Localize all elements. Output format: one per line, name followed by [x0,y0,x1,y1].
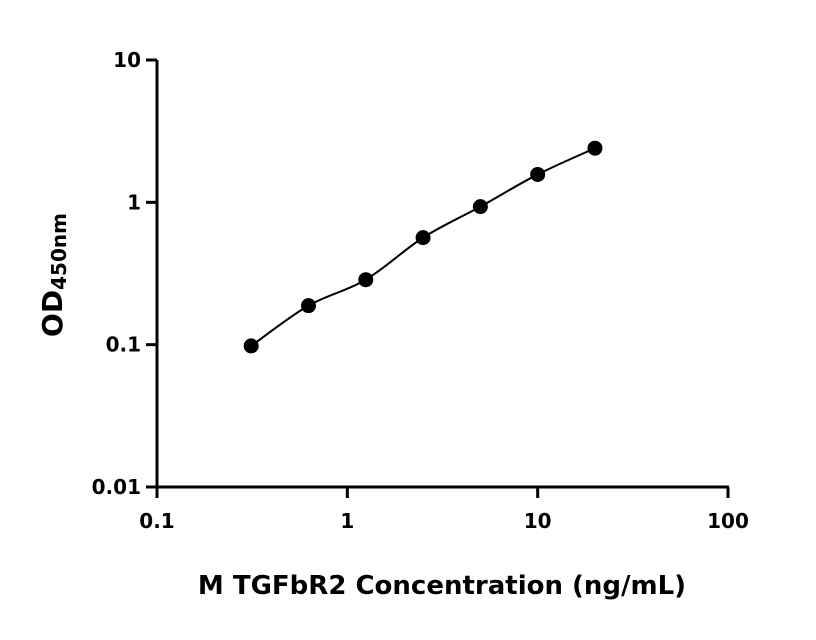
data-point [243,338,259,354]
data-point [300,298,316,314]
y-axis-label: OD450nm [36,213,71,337]
y-tick-label: 0.01 [92,475,141,499]
y-axis-label-main: OD [36,290,69,337]
x-tick-label: 0.1 [139,509,174,533]
x-axis-label: M TGFbR2 Concentration (ng/mL) [198,571,686,601]
x-tick-label: 100 [707,509,749,533]
x-tick-label: 10 [524,509,552,533]
data-point [530,166,546,182]
y-tick-label: 0.1 [106,333,141,357]
x-tick-label: 1 [340,509,354,533]
data-point [415,230,431,246]
data-point [358,272,374,288]
y-tick-label: 1 [127,190,141,214]
y-tick-label: 10 [113,48,141,72]
data-point [472,199,488,215]
y-axis-label-subscript: 450nm [47,213,71,290]
axes [155,60,729,489]
data-point [587,140,603,156]
